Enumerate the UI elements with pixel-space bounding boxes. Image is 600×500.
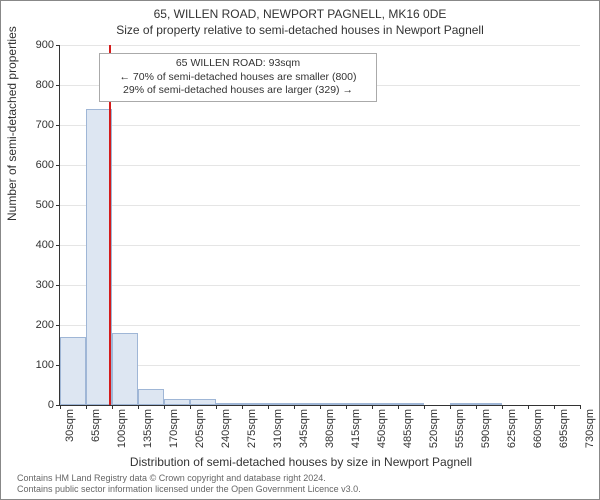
ytick-label: 900: [14, 39, 54, 51]
xtick-mark: [138, 405, 139, 409]
xtick-label: 205sqm: [194, 409, 206, 448]
histogram-bar: [450, 403, 476, 405]
ytick-label: 0: [14, 399, 54, 411]
xtick-label: 30sqm: [64, 409, 76, 442]
xtick-mark: [502, 405, 503, 409]
xtick-mark: [294, 405, 295, 409]
xtick-label: 660sqm: [532, 409, 544, 448]
histogram-bar: [164, 399, 190, 405]
xtick-mark: [60, 405, 61, 409]
credits-line2: Contains public sector information licen…: [17, 484, 361, 495]
ytick-mark: [56, 125, 60, 126]
ytick-label: 700: [14, 119, 54, 131]
xtick-mark: [86, 405, 87, 409]
xtick-mark: [216, 405, 217, 409]
chart-title-line2: Size of property relative to semi-detach…: [1, 23, 599, 37]
xtick-label: 415sqm: [350, 409, 362, 448]
histogram-bar: [242, 403, 268, 405]
chart-title-line1: 65, WILLEN ROAD, NEWPORT PAGNELL, MK16 0…: [1, 7, 599, 21]
xtick-mark: [554, 405, 555, 409]
credits: Contains HM Land Registry data © Crown c…: [17, 473, 361, 495]
gridline: [60, 365, 580, 366]
histogram-bar: [346, 403, 372, 405]
histogram-bar: [476, 403, 502, 405]
ytick-mark: [56, 325, 60, 326]
annotation-line1: 65 WILLEN ROAD: 93sqm: [106, 57, 370, 71]
xtick-label: 275sqm: [246, 409, 258, 448]
xtick-label: 695sqm: [558, 409, 570, 448]
histogram-bar: [86, 109, 112, 405]
xtick-mark: [450, 405, 451, 409]
xtick-label: 380sqm: [324, 409, 336, 448]
xtick-label: 450sqm: [376, 409, 388, 448]
xtick-mark: [242, 405, 243, 409]
xtick-label: 65sqm: [90, 409, 102, 442]
histogram-bar: [268, 403, 294, 405]
gridline: [60, 325, 580, 326]
xtick-mark: [580, 405, 581, 409]
gridline: [60, 245, 580, 246]
histogram-bar: [294, 403, 320, 405]
x-axis-label: Distribution of semi-detached houses by …: [1, 455, 600, 469]
histogram-bar: [372, 403, 398, 405]
gridline: [60, 205, 580, 206]
xtick-label: 730sqm: [584, 409, 596, 448]
xtick-mark: [320, 405, 321, 409]
ytick-label: 100: [14, 359, 54, 371]
gridline: [60, 165, 580, 166]
ytick-mark: [56, 285, 60, 286]
ytick-label: 500: [14, 199, 54, 211]
chart-container: 65, WILLEN ROAD, NEWPORT PAGNELL, MK16 0…: [0, 0, 600, 500]
xtick-label: 310sqm: [272, 409, 284, 448]
annotation-line2: ← 70% of semi-detached houses are smalle…: [106, 71, 370, 85]
gridline: [60, 285, 580, 286]
histogram-bar: [216, 403, 242, 405]
xtick-label: 520sqm: [428, 409, 440, 448]
xtick-mark: [398, 405, 399, 409]
histogram-bar: [112, 333, 138, 405]
xtick-label: 100sqm: [116, 409, 128, 448]
histogram-bar: [60, 337, 86, 405]
histogram-bar: [320, 403, 346, 405]
gridline: [60, 45, 580, 46]
xtick-mark: [424, 405, 425, 409]
xtick-mark: [346, 405, 347, 409]
ytick-label: 800: [14, 79, 54, 91]
xtick-mark: [268, 405, 269, 409]
chart-area: 010020030040050060070080090030sqm65sqm10…: [59, 45, 579, 405]
xtick-label: 485sqm: [402, 409, 414, 448]
ytick-mark: [56, 245, 60, 246]
gridline: [60, 125, 580, 126]
xtick-label: 625sqm: [506, 409, 518, 448]
xtick-mark: [190, 405, 191, 409]
ytick-mark: [56, 85, 60, 86]
ytick-label: 400: [14, 239, 54, 251]
xtick-mark: [476, 405, 477, 409]
ytick-mark: [56, 165, 60, 166]
ytick-label: 300: [14, 279, 54, 291]
xtick-mark: [372, 405, 373, 409]
histogram-bar: [190, 399, 216, 405]
histogram-bar: [398, 403, 424, 405]
xtick-mark: [164, 405, 165, 409]
xtick-mark: [528, 405, 529, 409]
annotation-line3: 29% of semi-detached houses are larger (…: [106, 84, 370, 98]
histogram-bar: [138, 389, 164, 405]
xtick-mark: [112, 405, 113, 409]
annotation-box: 65 WILLEN ROAD: 93sqm ← 70% of semi-deta…: [99, 53, 377, 102]
xtick-label: 345sqm: [298, 409, 310, 448]
xtick-label: 170sqm: [168, 409, 180, 448]
ytick-mark: [56, 205, 60, 206]
ytick-label: 200: [14, 319, 54, 331]
xtick-label: 135sqm: [142, 409, 154, 448]
ytick-label: 600: [14, 159, 54, 171]
ytick-mark: [56, 45, 60, 46]
credits-line1: Contains HM Land Registry data © Crown c…: [17, 473, 361, 484]
xtick-label: 240sqm: [220, 409, 232, 448]
xtick-label: 555sqm: [454, 409, 466, 448]
xtick-label: 590sqm: [480, 409, 492, 448]
